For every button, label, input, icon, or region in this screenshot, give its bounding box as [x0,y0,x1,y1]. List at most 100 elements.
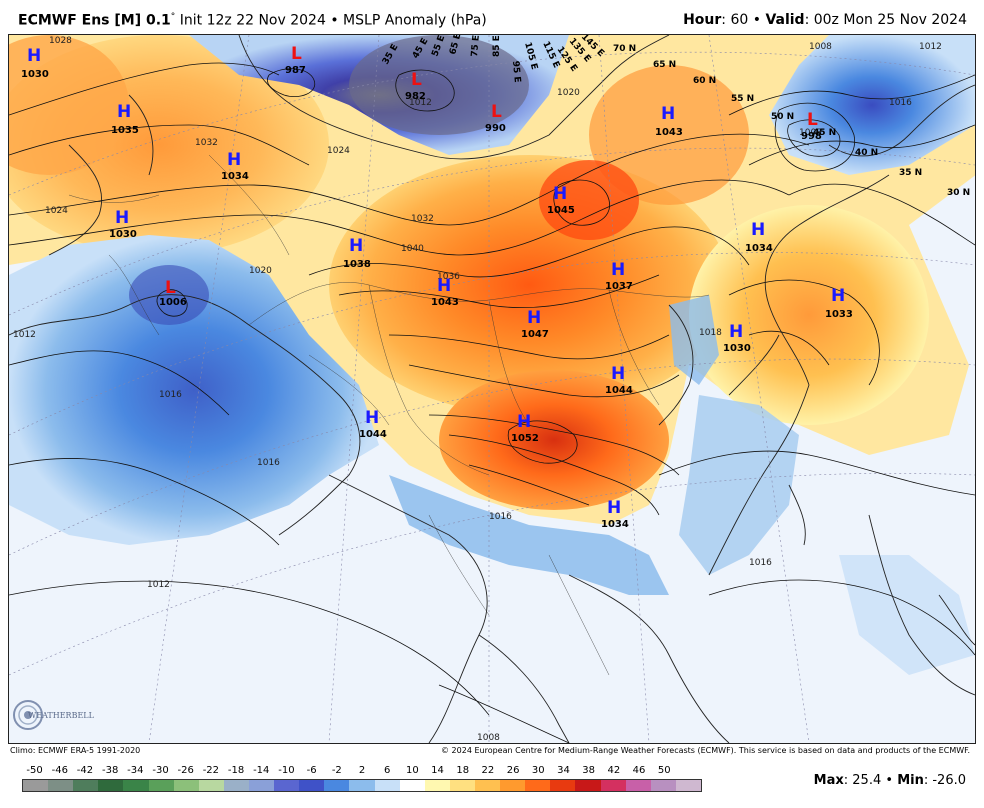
min-value: : -26.0 [923,773,966,788]
color-scale-swatch [525,780,551,791]
east-siberia-shading [589,65,749,205]
high-center-marker: H [611,260,625,280]
low-center-value: 987 [285,65,306,76]
color-scale-label: 26 [506,765,520,776]
high-center-marker: H [227,150,241,170]
color-scale-swatch [424,780,450,791]
chart-title: ECMWF Ens [M] 0.1° Init 12z 22 Nov 2024 … [18,12,487,29]
color-scale-swatch [299,780,325,791]
color-scale-label: 18 [456,765,470,776]
color-scale-label: 34 [557,765,570,776]
isobar-label: 1008 [809,42,832,52]
high-center-value: 1034 [745,243,773,254]
color-scale-swatch [148,780,174,791]
color-scale-swatch [449,780,475,791]
color-scale-label: -30 [152,765,169,776]
color-scale-label: -50 [26,765,43,776]
color-scale-swatch [349,780,375,791]
color-scale-swatch [625,780,651,791]
low-center-value: 998 [801,131,822,142]
map-canvas: 1028 1024 1032 1040 1036 1016 1012 1020 … [9,35,975,743]
high-center-marker: H [751,220,765,240]
color-scale-label: 30 [531,765,545,776]
isobar-label: 1016 [489,512,512,522]
nw-high-shading [9,35,129,175]
color-scale-label: -10 [278,765,295,776]
color-scale-label: 14 [431,765,444,776]
isobar-label: 1020 [249,266,272,276]
isobar-label: 1012 [147,580,170,590]
high-center-marker: H [729,322,743,342]
high-center-value: 1034 [601,519,629,530]
low-center-marker: L [411,70,422,90]
lat-label: 60 N [693,76,716,86]
color-scale-swatch [223,780,249,791]
high-center-marker: H [607,498,621,518]
field-stats: Max: 25.4 • Min: -26.0 [814,773,966,788]
high-center-value: 1034 [221,171,249,182]
hour-value: : 60 [721,12,749,28]
low-center-marker: L [807,110,818,130]
philippines-negative-shading [839,555,975,675]
isobar-label: 1032 [411,214,434,224]
country-borders [68,154,710,676]
pacific-low-shading [769,35,975,175]
high-center-marker: H [527,308,541,328]
color-scale-label: 6 [383,765,391,776]
isobar-label: 1016 [257,458,280,468]
graticule [9,35,975,743]
stats-bullet: • [885,773,894,788]
high-center-value: 1043 [431,297,459,308]
high-center-value: 1030 [21,69,49,80]
isobar-label: 1032 [195,138,218,148]
high-center-marker: H [661,104,675,124]
color-scale-label: 38 [582,765,596,776]
color-scale-label: -34 [127,765,144,776]
high-center-value: 1052 [511,433,539,444]
lat-label: 30 N [947,188,970,198]
high-center-value: 1044 [605,385,633,396]
isobar-label: 1008 [799,128,822,138]
color-scale-label: 10 [405,765,419,776]
high-center-marker: H [437,276,451,296]
high-center-marker: H [349,236,363,256]
high-center-value: 1045 [547,205,575,216]
color-scale-swatch [474,780,501,791]
logo-swirl-icon: WEATHERBELL [13,700,95,730]
high-center-marker: H [27,46,41,66]
high-center-value: 1035 [111,125,139,136]
isobar-label: 1020 [557,88,580,98]
isobar-labels: 1028 1024 1032 1040 1036 1016 1012 1020 … [13,36,942,743]
color-scale-label: 50 [657,765,671,776]
lat-label: 55 N [731,94,754,104]
high-center-value: 1030 [109,229,137,240]
lat-label: 45 N [813,128,836,138]
color-scale-label: 22 [481,765,495,776]
high-center-value: 1037 [605,281,633,292]
isobar-label: 1012 [919,42,942,52]
color-scale-label: -26 [177,765,194,776]
color-scale-swatch [550,780,576,791]
copyright-note: © 2024 European Centre for Medium-Range … [441,746,970,755]
logo-text: WEATHERBELL [28,711,95,720]
lat-label: 70 N [613,44,636,54]
high-center-value: 1033 [825,309,853,320]
color-scale-bar [22,779,702,792]
valid-time: Hour: 60 • Valid: 00z Mon 25 Nov 2024 [683,12,967,28]
low-center-marker: L [491,102,502,122]
low-center-marker: L [291,44,302,64]
low-center-value: 1006 [159,297,187,308]
isobar-label: 1036 [437,272,460,282]
color-scale-swatch [650,780,676,791]
color-scale-swatch [675,780,701,791]
max-value: : 25.4 [843,773,882,788]
color-scale-swatch [600,780,626,791]
valid-label: Valid [765,12,805,28]
lon-label: 75 E [470,35,482,57]
lon-label: 95 E [510,60,522,83]
high-center-value: 1043 [655,127,683,138]
init-time: Init 12z 22 Nov 2024 [179,12,326,29]
mediterranean-low-shading [9,235,379,545]
low-center-marker: L [165,278,176,298]
color-scale-label: 46 [632,765,646,776]
